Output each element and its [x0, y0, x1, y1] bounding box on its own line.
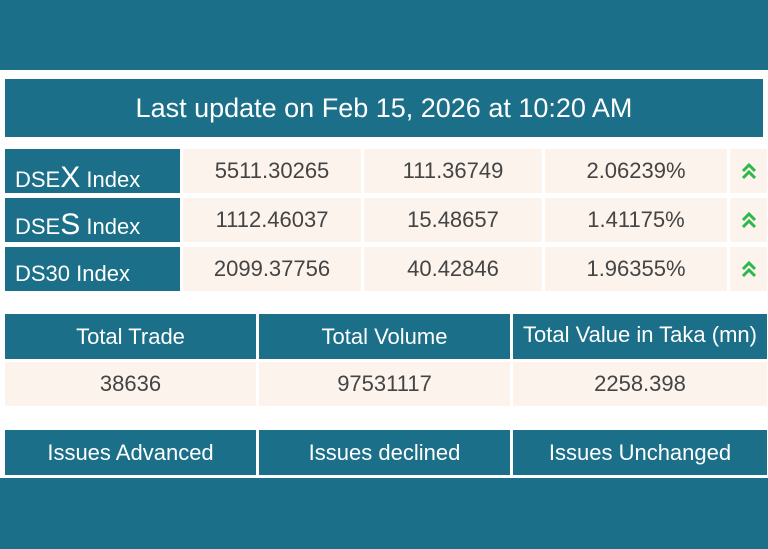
- last-update-banner: Last update on Feb 15, 2026 at 10:20 AM: [5, 79, 763, 137]
- double-chevron-up-icon: [730, 247, 767, 291]
- index-change: 40.42846: [364, 247, 542, 291]
- total-volume-header: Total Volume: [259, 314, 510, 359]
- index-percent: 1.96355%: [545, 247, 727, 291]
- issues-declined-header: Issues declined: [259, 430, 510, 475]
- index-change: 111.36749: [364, 149, 542, 193]
- index-row-dses[interactable]: DSES Index 1112.46037 15.48657 1.41175%: [5, 198, 767, 242]
- index-change: 15.48657: [364, 198, 542, 242]
- total-trade-value: 38636: [5, 362, 256, 406]
- total-trade-header: Total Trade: [5, 314, 256, 359]
- index-value: 5511.30265: [183, 149, 361, 193]
- total-value-header: Total Value in Taka (mn): [513, 314, 767, 359]
- double-chevron-up-icon: [730, 149, 767, 193]
- index-percent: 2.06239%: [545, 149, 727, 193]
- index-percent: 1.41175%: [545, 198, 727, 242]
- index-name-dsex[interactable]: DSEX Index: [5, 149, 180, 194]
- index-name-dses[interactable]: DSES Index: [5, 198, 180, 242]
- index-name-ds30[interactable]: DS30 Index: [5, 247, 180, 291]
- last-update-text: Last update on Feb 15, 2026 at 10:20 AM: [135, 92, 633, 123]
- total-volume-value: 97531117: [259, 362, 510, 406]
- market-summary-panel: Last update on Feb 15, 2026 at 10:20 AM …: [0, 70, 768, 478]
- issues-advanced-header: Issues Advanced: [5, 430, 256, 475]
- index-row-ds30[interactable]: DS30 Index 2099.37756 40.42846 1.96355%: [5, 247, 767, 291]
- issues-unchanged-header: Issues Unchanged: [513, 430, 767, 475]
- double-chevron-up-icon: [730, 198, 767, 242]
- index-row-dsex[interactable]: DSEX Index 5511.30265 111.36749 2.06239%: [5, 149, 767, 194]
- total-value-taka: 2258.398: [513, 362, 767, 406]
- index-value: 1112.46037: [183, 198, 361, 242]
- index-value: 2099.37756: [183, 247, 361, 291]
